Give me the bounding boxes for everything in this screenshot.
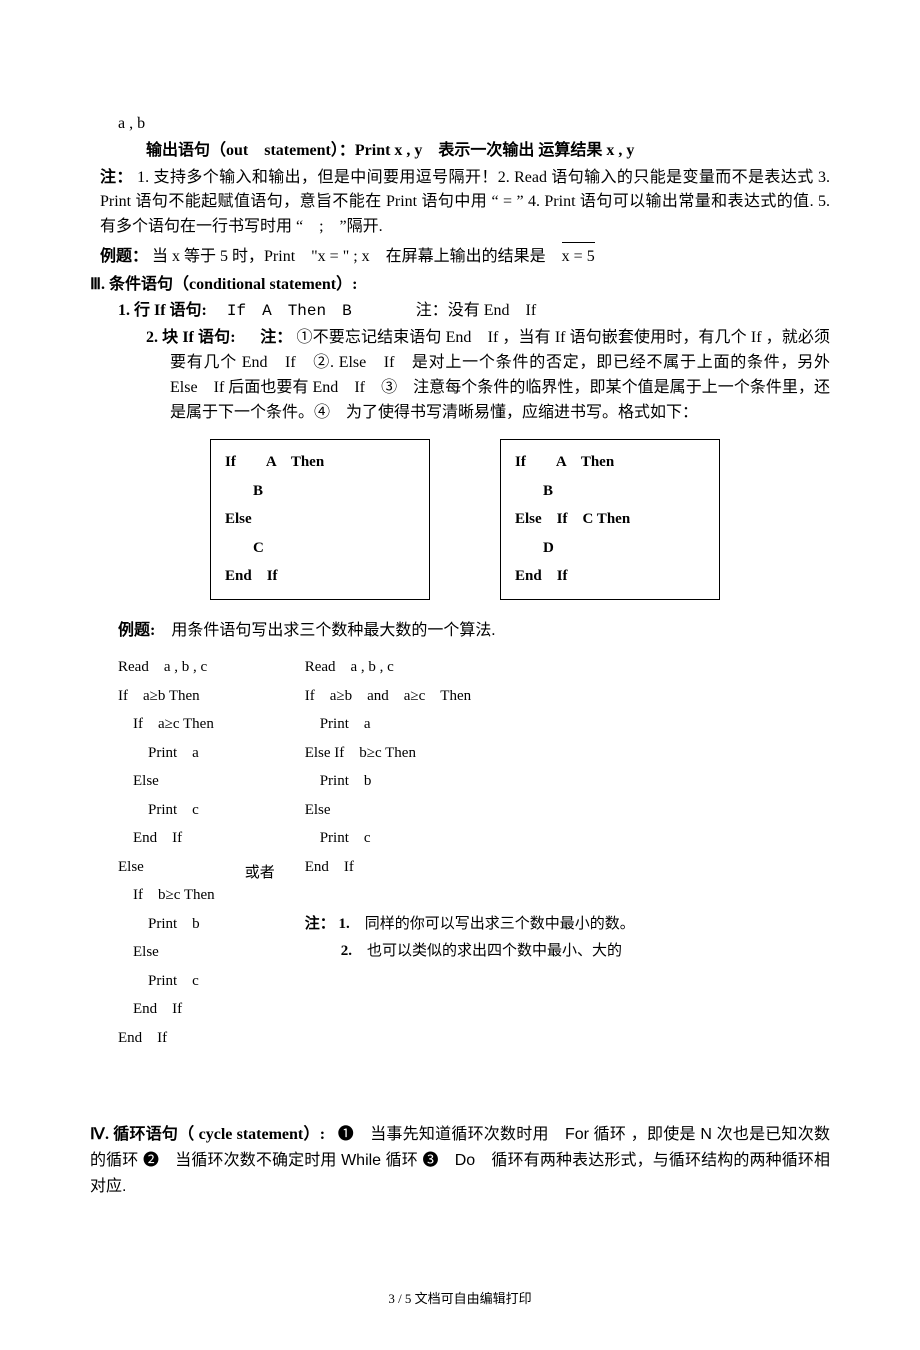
- code-line: D: [515, 534, 705, 563]
- example-label-2: 例题:: [118, 622, 155, 639]
- line-if-note: 注：没有 End If: [416, 302, 536, 319]
- code-line: If A Then: [515, 448, 705, 477]
- code-box-elseif: If A Then B Else If C Then D End If: [500, 439, 720, 600]
- note-label: 注：: [100, 169, 133, 186]
- example-notes: 注： 1. 同样的你可以写出求三个数中最小的数。 2. 也可以类似的求出四个数中…: [305, 911, 635, 965]
- section-4-head: Ⅳ. 循环语句（ cycle statement）:: [90, 1126, 325, 1143]
- code-line: End If: [225, 562, 415, 591]
- code-line: B: [515, 477, 705, 506]
- code-line: B: [225, 477, 415, 506]
- block-if-label: 2. 块 If 语句:: [146, 329, 236, 346]
- section-3-head: Ⅲ. 条件语句（conditional statement）:: [90, 272, 830, 298]
- text-ab: a , b: [118, 112, 830, 137]
- code-line: Else: [225, 505, 415, 534]
- line-if-code: If A Then B: [227, 302, 352, 320]
- code-line: End If: [515, 562, 705, 591]
- block-note-label: 注：: [260, 329, 292, 346]
- line-if-label: 1. 行 If 语句:: [118, 302, 207, 319]
- note-num-2: 2.: [341, 943, 352, 959]
- code-line: C: [225, 534, 415, 563]
- example-body-1: 当 x 等于 5 时，Print "x = " ; x 在屏幕上输出的结果是: [152, 248, 546, 265]
- note-1: 同样的你可以写出求三个数中最小的数。: [365, 916, 635, 932]
- page-footer: 3 / 5 文档可自由编辑打印: [90, 1289, 830, 1310]
- note-num-1: 1.: [338, 916, 349, 932]
- code-line: If A Then: [225, 448, 415, 477]
- code-left: Read a , b , c If a≥b Then If a≥c Then P…: [118, 653, 215, 1052]
- example-label-1: 例题：: [100, 248, 148, 265]
- code-box-if-else: If A Then B Else C End If: [210, 439, 430, 600]
- out-statement-line: 输出语句（out statement）：Print x , y 表示一次输出 运…: [146, 142, 634, 159]
- code-right: Read a , b , c If a≥b and a≥c Then Print…: [305, 653, 635, 881]
- example-answer: x = 5: [562, 242, 595, 270]
- code-line: Else If C Then: [515, 505, 705, 534]
- note-label-2: 注：: [305, 916, 335, 932]
- note-body: 1. 支持多个输入和输出，但是中间要用逗号隔开！2. Read 语句输入的只能是…: [100, 169, 830, 236]
- note-2: 也可以类似的求出四个数中最小、大的: [367, 943, 622, 959]
- example-text-2: 用条件语句写出求三个数种最大数的一个算法.: [171, 622, 495, 639]
- or-label: 或者: [245, 821, 275, 885]
